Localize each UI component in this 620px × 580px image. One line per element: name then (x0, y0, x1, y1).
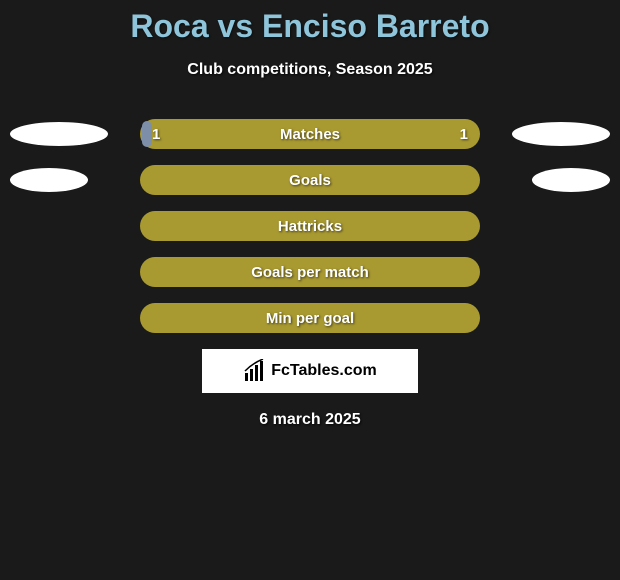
ellipse-left-goals (10, 168, 88, 192)
stat-bar-fill-matches (142, 121, 152, 147)
stat-bar-hattricks: Hattricks (140, 211, 480, 241)
logo-box[interactable]: FcTables.com (202, 349, 418, 393)
stat-label-goals: Goals (289, 172, 331, 189)
stat-bar-goals: Goals (140, 165, 480, 195)
stat-bar-gpm: Goals per match (140, 257, 480, 287)
stat-row-matches: 1 Matches 1 (0, 119, 620, 149)
logo-text: FcTables.com (271, 362, 377, 380)
stat-value-left-matches: 1 (152, 126, 160, 143)
stat-value-right-matches: 1 (460, 126, 468, 143)
stat-label-mpg: Min per goal (266, 310, 354, 327)
ellipse-right-matches (512, 122, 610, 146)
stats-container: 1 Matches 1 Goals Hattricks (0, 119, 620, 333)
ellipse-right-goals (532, 168, 610, 192)
stat-row-mpg: Min per goal (0, 303, 620, 333)
stat-bar-mpg: Min per goal (140, 303, 480, 333)
comparison-subtitle: Club competitions, Season 2025 (0, 61, 620, 79)
logo-content: FcTables.com (243, 359, 377, 383)
chart-bars-icon (243, 359, 267, 383)
stat-label-hattricks: Hattricks (278, 218, 342, 235)
stat-label-matches: Matches (280, 126, 340, 143)
stat-bar-matches: 1 Matches 1 (140, 119, 480, 149)
ellipse-left-matches (10, 122, 108, 146)
date-text: 6 march 2025 (0, 411, 620, 429)
stat-row-gpm: Goals per match (0, 257, 620, 287)
stat-row-goals: Goals (0, 165, 620, 195)
comparison-title: Roca vs Enciso Barreto (0, 0, 620, 45)
stat-row-hattricks: Hattricks (0, 211, 620, 241)
stat-label-gpm: Goals per match (251, 264, 369, 281)
